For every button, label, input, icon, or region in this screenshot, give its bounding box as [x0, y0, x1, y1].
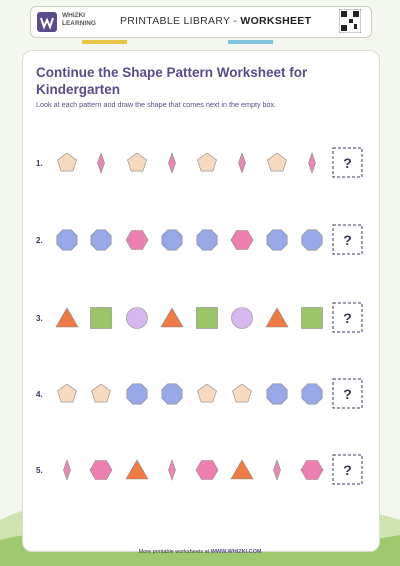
- octagon: [301, 383, 323, 405]
- answer-placeholder: ?: [343, 386, 352, 402]
- square: [301, 307, 323, 329]
- diamond: [273, 459, 281, 481]
- library-label: PRINTABLE LIBRARY - WORKSHEET: [120, 15, 311, 27]
- hexagon: [125, 230, 149, 250]
- diamond: [238, 152, 246, 174]
- octagon: [196, 229, 218, 251]
- hexagon: [300, 460, 324, 480]
- diamond: [308, 152, 316, 174]
- diamond: [168, 152, 176, 174]
- pentagon: [267, 152, 287, 172]
- pentagon: [57, 152, 77, 172]
- square: [90, 307, 112, 329]
- brand: WHIZKI LEARNING: [62, 12, 96, 28]
- answer-box: [332, 147, 363, 178]
- qr-code: [339, 9, 361, 33]
- answer-placeholder: ?: [343, 155, 352, 171]
- row-number: 4.: [36, 390, 43, 399]
- pentagon: [197, 383, 217, 403]
- diamond: [168, 459, 176, 481]
- triangle: [230, 459, 254, 480]
- header-bar: [30, 6, 372, 38]
- answer-box: [332, 454, 363, 485]
- row-number: 5.: [36, 466, 43, 475]
- brand-name: WHIZKI: [62, 12, 86, 19]
- pentagon: [91, 383, 111, 403]
- row-number: 1.: [36, 159, 43, 168]
- answer-placeholder: ?: [343, 310, 352, 326]
- answer-box: [332, 224, 363, 255]
- hexagon: [230, 230, 254, 250]
- octagon: [301, 229, 323, 251]
- pentagon: [232, 383, 252, 403]
- brand-sub: LEARNING: [62, 20, 96, 27]
- answer-placeholder: ?: [343, 462, 352, 478]
- pentagon: [127, 152, 147, 172]
- row-number: 2.: [36, 236, 43, 245]
- octagon: [161, 383, 183, 405]
- row-number: 3.: [36, 314, 43, 323]
- triangle: [55, 307, 79, 328]
- octagon: [266, 383, 288, 405]
- pentagon: [197, 152, 217, 172]
- footer: More printable worksheets at WWW.WHIZKI.…: [0, 549, 400, 555]
- square: [196, 307, 218, 329]
- worksheet-title: Continue the Shape Pattern Worksheet for…: [36, 65, 308, 97]
- octagon: [56, 229, 78, 251]
- footer-link: WWW.WHIZKI.COM: [210, 549, 262, 555]
- answer-placeholder: ?: [343, 232, 352, 248]
- library-text: PRINTABLE LIBRARY -: [120, 15, 238, 27]
- footer-text: More printable worksheets at: [138, 549, 210, 555]
- diamond: [97, 152, 105, 174]
- octagon: [161, 229, 183, 251]
- octagon: [90, 229, 112, 251]
- worksheet-label: WORKSHEET: [240, 15, 312, 27]
- instructions: Look at each pattern and draw the shape …: [36, 100, 277, 109]
- diamond: [63, 459, 71, 481]
- circle: [126, 307, 148, 329]
- hexagon: [89, 460, 113, 480]
- triangle: [160, 307, 184, 328]
- octagon: [266, 229, 288, 251]
- pentagon: [57, 383, 77, 403]
- triangle: [125, 459, 149, 480]
- answer-box: [332, 302, 363, 333]
- triangle: [265, 307, 289, 328]
- circle: [231, 307, 253, 329]
- octagon: [126, 383, 148, 405]
- hexagon: [195, 460, 219, 480]
- answer-box: [332, 378, 363, 409]
- logo-icon: [37, 12, 57, 32]
